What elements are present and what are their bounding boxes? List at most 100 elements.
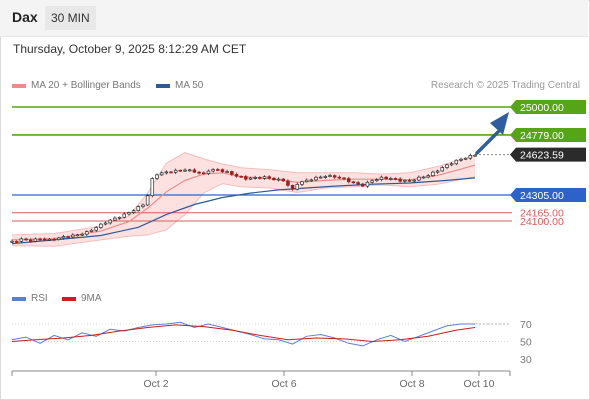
bollinger-band-area (12, 152, 475, 247)
forecast-arrow-shaft (475, 130, 500, 155)
candle-body (169, 171, 173, 174)
candle-body (57, 237, 61, 240)
timeframe-button[interactable]: 30 MIN (45, 6, 96, 30)
x-tick-label-2: Oct 8 (399, 378, 424, 390)
candle-body (19, 238, 24, 242)
candle-body (187, 169, 192, 172)
candle-body (183, 169, 187, 172)
candle-body (323, 176, 328, 178)
candle-body (71, 234, 75, 238)
legend-ma9: 9MA (62, 293, 102, 304)
candle-body (159, 172, 164, 176)
legend-ma20: MA 20 + Bollinger Bands (12, 80, 141, 91)
candle-body (28, 239, 33, 242)
candle-body (47, 238, 52, 241)
candle-body (24, 238, 28, 241)
candle-body (267, 176, 271, 179)
candle-body (117, 216, 122, 219)
candle-body (309, 179, 314, 182)
ma20-swatch (12, 83, 26, 88)
candle-body (131, 210, 136, 213)
candle-body (75, 234, 80, 237)
candle-body (155, 174, 159, 179)
candle-body (164, 171, 169, 174)
legend-ma9-label: 9MA (81, 293, 102, 304)
candle-body (145, 195, 150, 206)
rsi-ma9-line (11, 324, 476, 343)
level-label-2: 24623.59 (520, 150, 564, 162)
research-credit: Research © 2025 Trading Central (430, 80, 580, 91)
level-tag-3 (510, 188, 586, 202)
level-label-0: 25000.00 (520, 102, 564, 114)
chart-datetime: Thursday, October 9, 2025 8:12:29 AM CET (13, 42, 247, 56)
candle-body (332, 175, 337, 178)
candle-body (103, 222, 108, 225)
candle-body (61, 236, 66, 239)
candle-body (239, 175, 243, 178)
rsi-tick-label-0: 70 (520, 319, 532, 331)
candle-body (346, 178, 351, 183)
candle-body (431, 171, 435, 176)
legend-ma50-label: MA 50 (175, 80, 204, 91)
candle-body (459, 158, 463, 161)
candle-body (417, 176, 421, 181)
candle-body (379, 176, 384, 180)
candle-body (127, 212, 131, 215)
candle-body (337, 176, 342, 179)
x-tick-label-0: Oct 2 (143, 378, 168, 390)
candle-body (38, 238, 42, 241)
level-label-4: 24165.00 (520, 208, 564, 220)
candle-body (216, 169, 220, 171)
candle-body (211, 169, 215, 172)
candle-body (286, 180, 290, 186)
candle-body (445, 164, 449, 168)
candle-body (295, 183, 300, 190)
ma50-swatch (156, 83, 170, 88)
legend-ma20-label: MA 20 + Bollinger Bands (31, 80, 141, 91)
candle-body (206, 170, 211, 174)
candle-body (150, 178, 155, 197)
candle-body (290, 185, 295, 190)
candle-body (253, 177, 257, 179)
rsi-swatch (12, 296, 26, 301)
candle-body (389, 178, 393, 180)
candle-body (407, 179, 412, 182)
candle-body (365, 181, 370, 187)
candle-body (361, 183, 365, 187)
candle-body (197, 171, 201, 174)
candle-body (314, 176, 318, 181)
candle-body (398, 178, 402, 182)
rsi-line (11, 321, 475, 347)
level-label-1: 24779.00 (520, 130, 564, 142)
symbol-name: Dax (12, 9, 38, 25)
candle-body (463, 157, 468, 160)
level-label-5: 24100.00 (520, 216, 564, 228)
candle-body (178, 169, 183, 172)
candle-body (192, 169, 197, 173)
candle-body (89, 229, 94, 232)
candle-body (113, 217, 117, 221)
candle-body (318, 176, 323, 179)
candle-body (281, 178, 286, 182)
candle-body (356, 182, 360, 185)
candle-body (384, 176, 388, 180)
candle-body (393, 178, 398, 180)
x-tick-label-1: Oct 6 (271, 378, 296, 390)
chart-header: Dax 30 MIN (0, 0, 588, 37)
candle-body (276, 178, 281, 181)
candle-body (122, 213, 126, 218)
rsi-tick-label-2: 30 (520, 354, 532, 366)
ma50-line (11, 177, 476, 245)
ma9-swatch (62, 296, 76, 301)
candle-body (426, 175, 430, 178)
forecast-arrow-head (490, 112, 509, 135)
candle-body (300, 181, 304, 185)
candle-body (80, 233, 84, 236)
candle-body (201, 172, 206, 175)
candle-body (435, 170, 440, 173)
candle-body (230, 171, 234, 175)
candle-body (173, 169, 178, 173)
candle-body (52, 238, 56, 241)
candle-body (14, 240, 19, 243)
